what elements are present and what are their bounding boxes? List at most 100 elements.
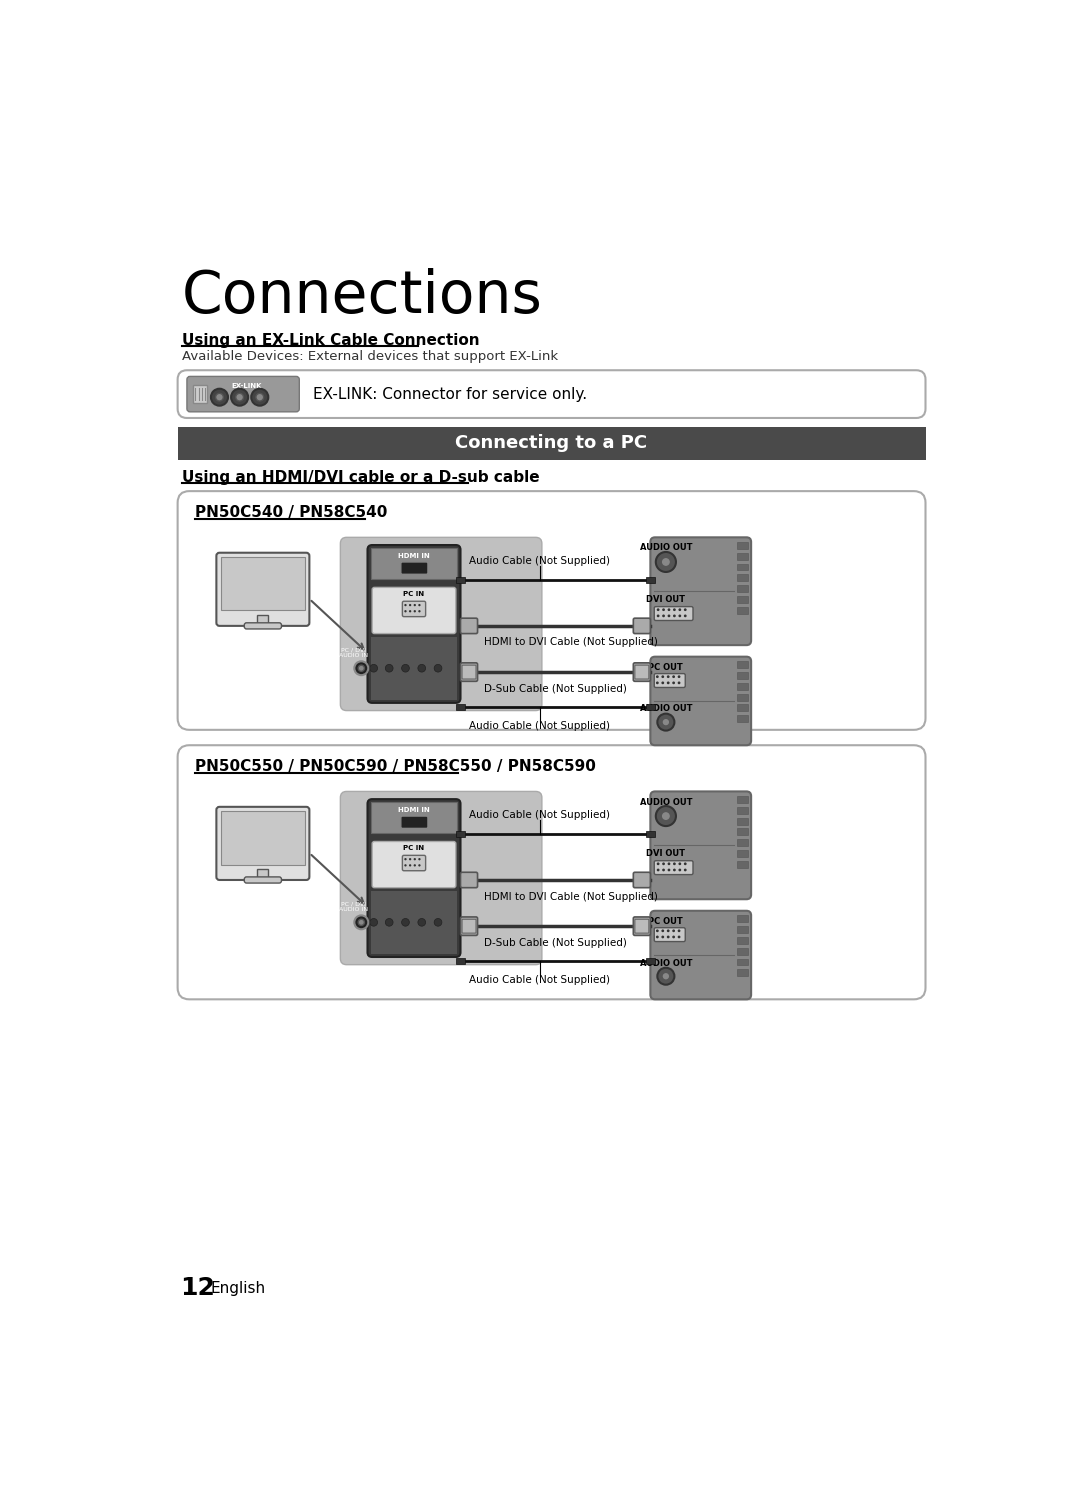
- Circle shape: [418, 604, 420, 607]
- Bar: [738, 586, 748, 592]
- FancyBboxPatch shape: [650, 911, 751, 999]
- FancyBboxPatch shape: [373, 841, 456, 887]
- Bar: [370, 890, 458, 953]
- Circle shape: [666, 675, 670, 678]
- Text: Using an HDMI/DVI cable or a D-sub cable: Using an HDMI/DVI cable or a D-sub cable: [181, 471, 539, 486]
- Circle shape: [673, 608, 676, 611]
- Text: English: English: [211, 1280, 266, 1295]
- FancyBboxPatch shape: [177, 371, 926, 418]
- Text: 12: 12: [180, 1276, 215, 1300]
- Circle shape: [359, 919, 364, 925]
- Circle shape: [667, 608, 671, 611]
- FancyBboxPatch shape: [340, 792, 542, 965]
- Bar: [370, 802, 458, 834]
- Circle shape: [211, 388, 228, 406]
- Circle shape: [657, 868, 660, 871]
- Bar: [370, 548, 458, 578]
- Bar: [646, 958, 656, 964]
- Bar: [738, 970, 748, 976]
- Text: AUDIO OUT: AUDIO OUT: [639, 798, 692, 807]
- Text: Using an EX-Link Cable Connection: Using an EX-Link Cable Connection: [181, 333, 480, 348]
- Bar: [738, 704, 748, 711]
- Text: EX-LINK: Connector for service only.: EX-LINK: Connector for service only.: [313, 387, 588, 402]
- Bar: [456, 577, 465, 583]
- Bar: [738, 828, 748, 835]
- Text: PC IN: PC IN: [404, 844, 424, 850]
- Circle shape: [677, 681, 680, 684]
- Circle shape: [252, 388, 268, 406]
- FancyBboxPatch shape: [216, 807, 309, 880]
- FancyBboxPatch shape: [216, 553, 309, 626]
- Text: Audio Cable (Not Supplied): Audio Cable (Not Supplied): [469, 810, 610, 820]
- Circle shape: [414, 858, 416, 861]
- Text: PC IN: PC IN: [404, 590, 424, 596]
- Circle shape: [656, 681, 659, 684]
- Text: HDMI to DVI Cable (Not Supplied): HDMI to DVI Cable (Not Supplied): [484, 638, 658, 647]
- Bar: [646, 831, 656, 837]
- Circle shape: [369, 665, 378, 672]
- FancyBboxPatch shape: [460, 917, 477, 935]
- Bar: [456, 704, 465, 710]
- Circle shape: [354, 916, 368, 929]
- Bar: [738, 937, 748, 944]
- Circle shape: [662, 719, 670, 726]
- FancyBboxPatch shape: [403, 601, 426, 617]
- Circle shape: [235, 393, 243, 400]
- Circle shape: [677, 935, 680, 938]
- Circle shape: [666, 681, 670, 684]
- Bar: [738, 817, 748, 825]
- Text: HDMI IN: HDMI IN: [399, 807, 430, 813]
- FancyBboxPatch shape: [403, 856, 426, 871]
- FancyBboxPatch shape: [635, 919, 649, 934]
- Text: Connections: Connections: [181, 267, 542, 324]
- Text: PC / DVI
AUDIO IN: PC / DVI AUDIO IN: [339, 901, 368, 913]
- Circle shape: [359, 665, 364, 671]
- Circle shape: [662, 614, 665, 617]
- Circle shape: [661, 557, 671, 566]
- FancyBboxPatch shape: [650, 657, 751, 746]
- Bar: [738, 672, 748, 678]
- Text: Available Devices: External devices that support EX-Link: Available Devices: External devices that…: [181, 350, 557, 363]
- Circle shape: [678, 862, 681, 865]
- Bar: [193, 385, 207, 403]
- Circle shape: [667, 614, 671, 617]
- FancyBboxPatch shape: [462, 665, 476, 678]
- Circle shape: [672, 675, 675, 678]
- Text: Audio Cable (Not Supplied): Audio Cable (Not Supplied): [469, 556, 610, 566]
- Circle shape: [656, 675, 659, 678]
- Bar: [221, 811, 305, 865]
- FancyBboxPatch shape: [650, 538, 751, 645]
- Circle shape: [673, 614, 676, 617]
- Bar: [738, 947, 748, 955]
- Circle shape: [661, 675, 664, 678]
- Circle shape: [402, 665, 409, 672]
- Circle shape: [354, 662, 368, 675]
- Text: Audio Cable (Not Supplied): Audio Cable (Not Supplied): [469, 720, 610, 731]
- Text: PN50C550 / PN50C590 / PN58C550 / PN58C590: PN50C550 / PN50C590 / PN58C550 / PN58C59…: [194, 759, 595, 774]
- Circle shape: [256, 393, 264, 400]
- Bar: [646, 704, 656, 710]
- Text: HDMI IN: HDMI IN: [399, 553, 430, 559]
- FancyBboxPatch shape: [635, 665, 649, 678]
- Text: D-Sub Cable (Not Supplied): D-Sub Cable (Not Supplied): [484, 684, 626, 693]
- Text: AUDIO OUT: AUDIO OUT: [639, 704, 692, 714]
- Circle shape: [656, 935, 659, 938]
- Bar: [456, 831, 465, 837]
- Bar: [738, 693, 748, 701]
- Circle shape: [414, 610, 416, 613]
- Bar: [257, 870, 268, 878]
- Circle shape: [677, 929, 680, 932]
- Text: PC OUT: PC OUT: [648, 663, 684, 672]
- Circle shape: [418, 665, 426, 672]
- Bar: [221, 557, 305, 611]
- Text: PC / DVI
AUDIO IN: PC / DVI AUDIO IN: [339, 647, 368, 659]
- Bar: [738, 840, 748, 846]
- Circle shape: [677, 675, 680, 678]
- Bar: [738, 563, 748, 571]
- Bar: [456, 958, 465, 964]
- Circle shape: [418, 858, 420, 861]
- Circle shape: [678, 608, 681, 611]
- Circle shape: [661, 681, 664, 684]
- Circle shape: [418, 610, 420, 613]
- Circle shape: [658, 968, 674, 985]
